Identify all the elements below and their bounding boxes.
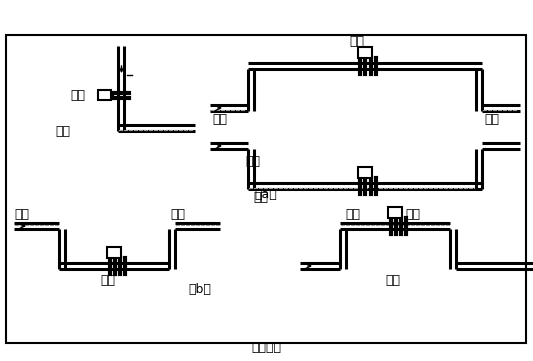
- Text: 液体: 液体: [484, 113, 499, 126]
- Text: 错误: 错误: [245, 155, 260, 168]
- Text: 液体: 液体: [55, 125, 70, 138]
- Bar: [388, 207, 402, 218]
- Text: 液体: 液体: [253, 191, 268, 204]
- Text: （a）: （a）: [255, 188, 277, 201]
- Text: （b）: （b）: [189, 283, 212, 296]
- Bar: [6, 35, 526, 343]
- Text: 正确: 正确: [70, 89, 85, 102]
- Bar: [107, 247, 121, 258]
- Text: 正确: 正确: [349, 35, 364, 48]
- Text: 图（四）: 图（四）: [251, 341, 281, 354]
- Text: 气泡: 气泡: [170, 208, 185, 221]
- Bar: [358, 47, 372, 58]
- Text: 错误: 错误: [385, 274, 400, 287]
- Bar: [358, 167, 372, 178]
- Text: 气泡: 气泡: [14, 208, 29, 221]
- Text: 正确: 正确: [100, 274, 115, 287]
- Text: 气泡: 气泡: [345, 208, 360, 221]
- Bar: [98, 90, 111, 100]
- Text: 气泡: 气泡: [405, 208, 420, 221]
- Text: 液体: 液体: [212, 113, 227, 126]
